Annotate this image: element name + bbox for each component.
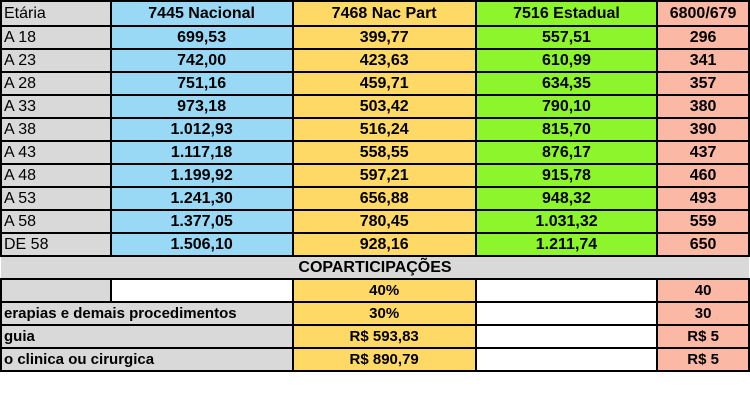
- price-cell: 1.377,05: [109, 209, 294, 234]
- copart-value-nac-part: 40%: [291, 278, 477, 303]
- price-cell: 915,78: [474, 163, 659, 188]
- price-cell: 459,71: [291, 71, 477, 96]
- price-cell: 751,16: [109, 71, 294, 96]
- age-band-label: A 43: [0, 140, 112, 165]
- price-cell: 610,99: [474, 48, 659, 73]
- price-cell: 380: [656, 94, 750, 119]
- price-cell: 1.506,10: [109, 232, 294, 257]
- price-cell: 460: [656, 163, 750, 188]
- copart-row: erapias e demais procedimentos 30% 30: [0, 301, 750, 326]
- price-cell: 296: [656, 25, 750, 50]
- copart-value-last: R$ 5: [656, 324, 750, 349]
- plan-header-nacional: 7445 Nacional: [109, 0, 294, 27]
- age-band-label: A 53: [0, 186, 112, 211]
- copart-empty-cell: [474, 301, 659, 326]
- copart-row: guia R$ 593,83 R$ 5: [0, 324, 750, 349]
- copart-empty-cell: [474, 347, 659, 372]
- table-row: A 43 1.117,18 558,55 876,17 437: [0, 140, 750, 165]
- copart-value-last: 40: [656, 278, 750, 303]
- price-cell: 815,70: [474, 117, 659, 142]
- copart-label: o clinica ou cirurgica: [0, 347, 294, 372]
- price-cell: 557,51: [474, 25, 659, 50]
- price-cell: 399,77: [291, 25, 477, 50]
- age-band-label: DE 58: [0, 232, 112, 257]
- price-cell: 390: [656, 117, 750, 142]
- age-band-label: A 48: [0, 163, 112, 188]
- price-cell: 876,17: [474, 140, 659, 165]
- plan-header-estadual: 7516 Estadual: [474, 0, 659, 27]
- price-cell: 516,24: [291, 117, 477, 142]
- table-row: DE 58 1.506,10 928,16 1.211,74 650: [0, 232, 750, 257]
- price-cell: 1.199,92: [109, 163, 294, 188]
- price-cell: 423,63: [291, 48, 477, 73]
- plan-header-nac-part: 7468 Nac Part: [291, 0, 477, 27]
- price-cell: 928,16: [291, 232, 477, 257]
- price-cell: 780,45: [291, 209, 477, 234]
- copart-value-last: 30: [656, 301, 750, 326]
- price-cell: 1.031,32: [474, 209, 659, 234]
- table-row: A 58 1.377,05 780,45 1.031,32 559: [0, 209, 750, 234]
- coparticipacoes-title: COPARTICIPAÇÕES: [1, 255, 749, 280]
- price-cell: 948,32: [474, 186, 659, 211]
- copart-value-nac-part: 30%: [291, 301, 477, 326]
- copart-empty-cell: [474, 278, 659, 303]
- table-row: A 33 973,18 503,42 790,10 380: [0, 94, 750, 119]
- age-band-label: A 23: [0, 48, 112, 73]
- price-cell: 650: [656, 232, 750, 257]
- price-cell: 656,88: [291, 186, 477, 211]
- price-cell: 1.241,30: [109, 186, 294, 211]
- copart-label: guia: [0, 324, 294, 349]
- price-cell: 341: [656, 48, 750, 73]
- copart-value-nac-part: R$ 890,79: [291, 347, 477, 372]
- price-cell: 1.211,74: [474, 232, 659, 257]
- coparticipacoes-title-row: COPARTICIPAÇÕES: [1, 255, 749, 280]
- price-cell: 1.012,93: [109, 117, 294, 142]
- copart-empty-cell: [110, 278, 293, 302]
- price-cell: 493: [656, 186, 750, 211]
- price-cell: 699,53: [109, 25, 294, 50]
- price-cell: 597,21: [291, 163, 477, 188]
- plan-header-6800: 6800/679: [656, 0, 750, 27]
- table-row: A 53 1.241,30 656,88 948,32 493: [0, 186, 750, 211]
- age-column-header: Etária: [0, 0, 112, 27]
- copart-row: 40% 40: [0, 278, 750, 303]
- price-cell: 503,42: [291, 94, 477, 119]
- copart-empty-cell: [474, 324, 659, 349]
- price-cell: 1.117,18: [109, 140, 294, 165]
- price-cell: 634,35: [474, 71, 659, 96]
- copart-value-nac-part: R$ 593,83: [291, 324, 477, 349]
- table-row: A 28 751,16 459,71 634,35 357: [0, 71, 750, 96]
- age-band-label: A 18: [0, 25, 112, 50]
- price-cell: 973,18: [109, 94, 294, 119]
- age-band-label: A 38: [0, 117, 112, 142]
- table-row: A 38 1.012,93 516,24 815,70 390: [0, 117, 750, 142]
- copart-row: o clinica ou cirurgica R$ 890,79 R$ 5: [0, 347, 750, 372]
- table-row: A 18 699,53 399,77 557,51 296: [0, 25, 750, 50]
- price-cell: 559: [656, 209, 750, 234]
- copart-label: [0, 278, 112, 303]
- copart-value-last: R$ 5: [656, 347, 750, 372]
- table-row: A 23 742,00 423,63 610,99 341: [0, 48, 750, 73]
- age-band-label: A 28: [0, 71, 112, 96]
- age-band-label: A 58: [0, 209, 112, 234]
- copart-label: erapias e demais procedimentos: [0, 301, 294, 326]
- table-row: A 48 1.199,92 597,21 915,78 460: [0, 163, 750, 188]
- price-cell: 357: [656, 71, 750, 96]
- header-row: Etária 7445 Nacional 7468 Nac Part 7516 …: [0, 0, 750, 27]
- price-cell: 558,55: [291, 140, 477, 165]
- price-cell: 437: [656, 140, 750, 165]
- price-table: Etária 7445 Nacional 7468 Nac Part 7516 …: [0, 0, 750, 372]
- price-cell: 742,00: [109, 48, 294, 73]
- age-band-label: A 33: [0, 94, 112, 119]
- price-cell: 790,10: [474, 94, 659, 119]
